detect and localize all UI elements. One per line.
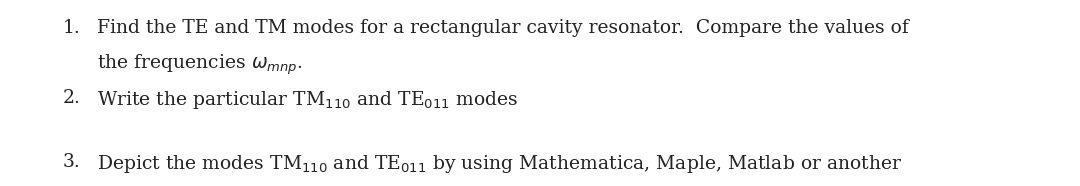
Text: 1.: 1.	[63, 19, 80, 37]
Text: 2.: 2.	[63, 89, 81, 107]
Text: Depict the modes TM$_{110}$ and TE$_{011}$ by using Mathematica, Maple, Matlab o: Depict the modes TM$_{110}$ and TE$_{011…	[97, 153, 903, 174]
Text: Write the particular TM$_{110}$ and TE$_{011}$ modes: Write the particular TM$_{110}$ and TE$_…	[97, 89, 518, 111]
Text: the frequencies $\omega_{mnp}$.: the frequencies $\omega_{mnp}$.	[97, 52, 303, 77]
Text: 3.: 3.	[63, 153, 80, 171]
Text: Find the TE and TM modes for a rectangular cavity resonator.  Compare the values: Find the TE and TM modes for a rectangul…	[97, 19, 909, 37]
